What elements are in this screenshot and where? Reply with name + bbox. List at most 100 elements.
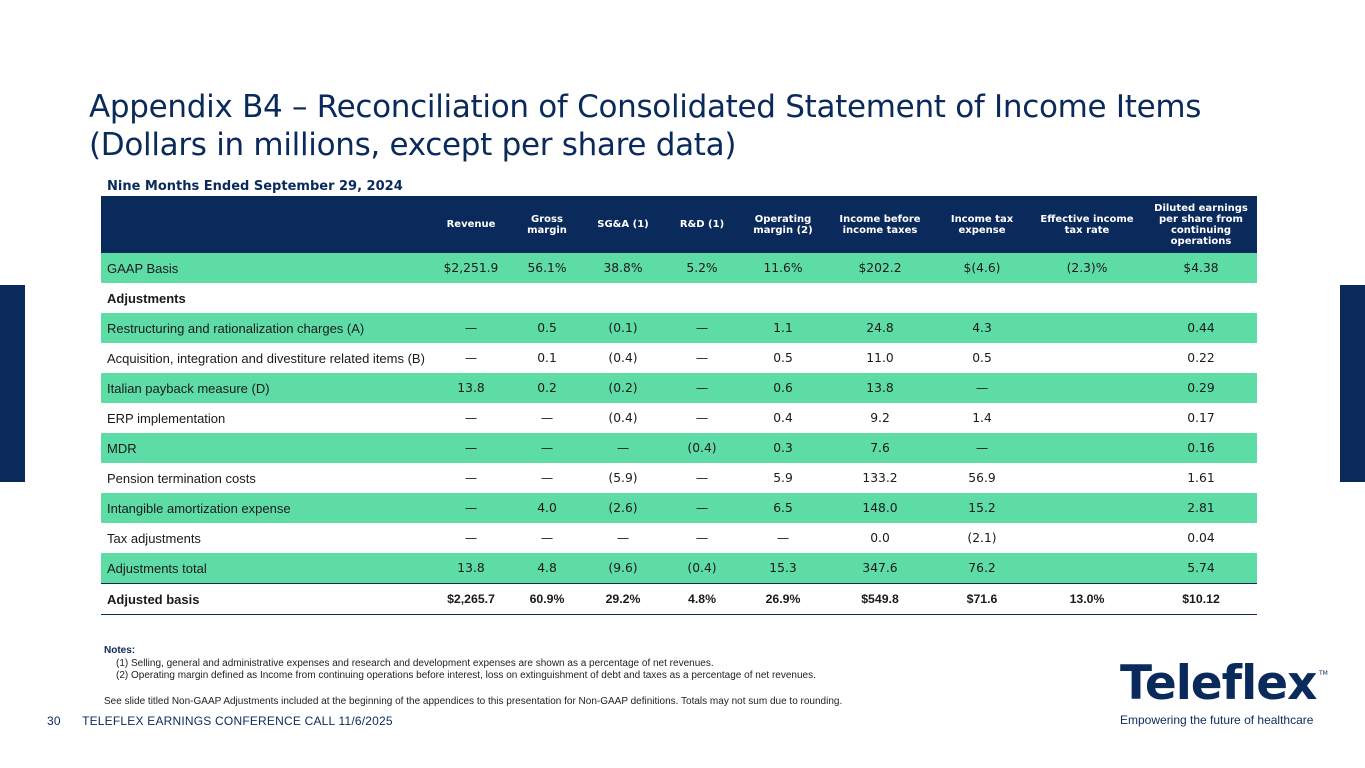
cell-diluted-eps <box>1145 283 1257 313</box>
cell-effective-tax-rate <box>1029 553 1145 584</box>
cell-income-before-taxes <box>825 283 935 313</box>
footer-text: TELEFLEX EARNINGS CONFERENCE CALL 11/6/2… <box>82 714 393 728</box>
cell-income-before-taxes: 24.8 <box>825 313 935 343</box>
cell-effective-tax-rate <box>1029 463 1145 493</box>
notes-section: Notes: (1) Selling, general and administ… <box>104 645 842 708</box>
cell-rd: 5.2% <box>663 253 741 283</box>
cell-operating-margin <box>741 283 825 313</box>
cell-effective-tax-rate: (2.3)% <box>1029 253 1145 283</box>
cell-income-before-taxes: 11.0 <box>825 343 935 373</box>
cell-rd: (0.4) <box>663 433 741 463</box>
cell-income-before-taxes: 13.8 <box>825 373 935 403</box>
cell-income-before-taxes: 7.6 <box>825 433 935 463</box>
cell-operating-margin: 0.6 <box>741 373 825 403</box>
cell-effective-tax-rate <box>1029 523 1145 553</box>
cell-effective-tax-rate <box>1029 313 1145 343</box>
cell-rd: — <box>663 373 741 403</box>
cell-sga <box>583 283 663 313</box>
cell-revenue: — <box>431 433 511 463</box>
cell-revenue: — <box>431 523 511 553</box>
table-row: Adjustments total 13.8 4.8 (9.6) (0.4) 15.3 34… <box>101 553 1257 584</box>
right-accent-bar <box>1340 285 1365 482</box>
cell-sga: (5.9) <box>583 463 663 493</box>
cell-operating-margin: 1.1 <box>741 313 825 343</box>
cell-gross-margin: — <box>511 463 583 493</box>
table-row: Pension termination costs — — (5.9) —5.9 133.… <box>101 463 1257 493</box>
cell-revenue <box>431 283 511 313</box>
cell-sga: (0.4) <box>583 343 663 373</box>
cell-diluted-eps: $4.38 <box>1145 253 1257 283</box>
table-row: Adjustments <box>101 283 1257 313</box>
cell-gross-margin: 4.0 <box>511 493 583 523</box>
cell-rd: — <box>663 343 741 373</box>
cell-effective-tax-rate <box>1029 403 1145 433</box>
cell-revenue: $2,251.9 <box>431 253 511 283</box>
cell-income-tax-expense: 56.9 <box>935 463 1029 493</box>
header-operating-margin: Operating margin (2) <box>741 196 825 253</box>
cell-revenue: — <box>431 463 511 493</box>
title-line-2: (Dollars in millions, except per share d… <box>89 127 737 163</box>
cell-rd: 4.8% <box>663 583 741 615</box>
cell-gross-margin: 0.5 <box>511 313 583 343</box>
cell-effective-tax-rate: 13.0% <box>1029 583 1145 615</box>
cell-income-tax-expense: $(4.6) <box>935 253 1029 283</box>
row-label: Adjustments <box>101 283 431 313</box>
cell-revenue: — <box>431 493 511 523</box>
cell-effective-tax-rate <box>1029 373 1145 403</box>
cell-income-tax-expense: — <box>935 433 1029 463</box>
cell-income-before-taxes: $202.2 <box>825 253 935 283</box>
cell-income-before-taxes: 347.6 <box>825 553 935 584</box>
cell-operating-margin: 15.3 <box>741 553 825 584</box>
logo-trademark: TM <box>1319 670 1328 677</box>
cell-operating-margin: 5.9 <box>741 463 825 493</box>
cell-rd: — <box>663 463 741 493</box>
note-item-2: (2) Operating margin defined as Income f… <box>116 670 816 681</box>
cell-diluted-eps: 0.17 <box>1145 403 1257 433</box>
cell-revenue: 13.8 <box>431 373 511 403</box>
table-row: Acquisition, integration and divestiture… <box>101 343 1257 373</box>
header-diluted-eps: Diluted earnings per share from continui… <box>1145 196 1257 253</box>
row-label: Adjustments total <box>101 553 431 584</box>
row-label: ERP implementation <box>101 403 431 433</box>
cell-rd: — <box>663 403 741 433</box>
cell-sga: (0.4) <box>583 403 663 433</box>
cell-sga: 38.8% <box>583 253 663 283</box>
cell-revenue: — <box>431 403 511 433</box>
cell-gross-margin: — <box>511 523 583 553</box>
row-label: Tax adjustments <box>101 523 431 553</box>
header-income-before-taxes: Income before income taxes <box>825 196 935 253</box>
footer: 30 TELEFLEX EARNINGS CONFERENCE CALL 11/… <box>47 714 393 728</box>
table-row: Intangible amortization expense —4.0 (2.6)… <box>101 493 1257 523</box>
cell-rd <box>663 283 741 313</box>
row-label: Italian payback measure (D) <box>101 373 431 403</box>
cell-sga: — <box>583 433 663 463</box>
cell-effective-tax-rate <box>1029 283 1145 313</box>
cell-income-tax-expense: 4.3 <box>935 313 1029 343</box>
cell-gross-margin: 4.8 <box>511 553 583 584</box>
teleflex-logo: Teleflex TM Empowering the future of hea… <box>1120 656 1330 730</box>
cell-operating-margin: 0.5 <box>741 343 825 373</box>
cell-income-tax-expense: 15.2 <box>935 493 1029 523</box>
cell-diluted-eps: 0.44 <box>1145 313 1257 343</box>
cell-sga: (0.1) <box>583 313 663 343</box>
cell-diluted-eps: 2.81 <box>1145 493 1257 523</box>
cell-operating-margin: — <box>741 523 825 553</box>
row-label: Restructuring and rationalization charge… <box>101 313 431 343</box>
table-row: Restructuring and rationalization charge… <box>101 313 1257 343</box>
cell-effective-tax-rate <box>1029 343 1145 373</box>
header-gross-margin: Gross margin <box>511 196 583 253</box>
cell-diluted-eps: 0.16 <box>1145 433 1257 463</box>
cell-rd: — <box>663 313 741 343</box>
row-label: Adjusted basis <box>101 583 431 615</box>
cell-sga: (2.6) <box>583 493 663 523</box>
cell-operating-margin: 11.6% <box>741 253 825 283</box>
logo-tagline: Empowering the future of healthcare <box>1120 713 1314 727</box>
cell-revenue: $2,265.7 <box>431 583 511 615</box>
page-number: 30 <box>47 714 61 728</box>
cell-income-tax-expense: 76.2 <box>935 553 1029 584</box>
table-row: GAAP Basis $2,251.9 56.1% 38.8% 5.2% 11.6% $20… <box>101 253 1257 283</box>
cell-income-tax-expense: 0.5 <box>935 343 1029 373</box>
note-item-1: (1) Selling, general and administrative … <box>116 657 714 669</box>
cell-diluted-eps: 1.61 <box>1145 463 1257 493</box>
notes-see-text: See slide titled Non-GAAP Adjustments in… <box>104 695 843 707</box>
